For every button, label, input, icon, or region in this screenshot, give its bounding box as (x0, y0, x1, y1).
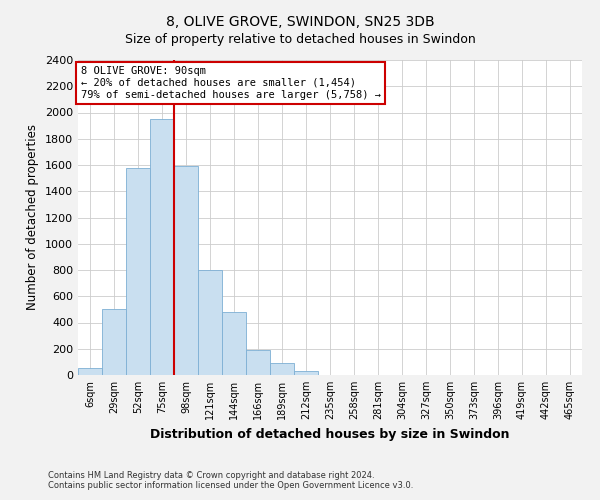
Bar (78, 368, 102, 375)
Bar (198, 270, 222, 375)
Bar (294, 371, 318, 375)
Bar (174, 166, 198, 375)
Text: Size of property relative to detached houses in Swindon: Size of property relative to detached ho… (125, 32, 475, 46)
Bar (222, 312, 246, 375)
Bar (150, 119, 174, 375)
Bar (246, 350, 270, 375)
Y-axis label: Number of detached properties: Number of detached properties (26, 124, 40, 310)
Text: Contains HM Land Registry data © Crown copyright and database right 2024.
Contai: Contains HM Land Registry data © Crown c… (48, 470, 413, 490)
Bar (270, 363, 294, 375)
X-axis label: Distribution of detached houses by size in Swindon: Distribution of detached houses by size … (150, 428, 510, 440)
Bar (126, 168, 150, 375)
Text: 8 OLIVE GROVE: 90sqm
← 20% of detached houses are smaller (1,454)
79% of semi-de: 8 OLIVE GROVE: 90sqm ← 20% of detached h… (80, 66, 380, 100)
Bar (102, 310, 126, 375)
Text: 8, OLIVE GROVE, SWINDON, SN25 3DB: 8, OLIVE GROVE, SWINDON, SN25 3DB (166, 15, 434, 29)
